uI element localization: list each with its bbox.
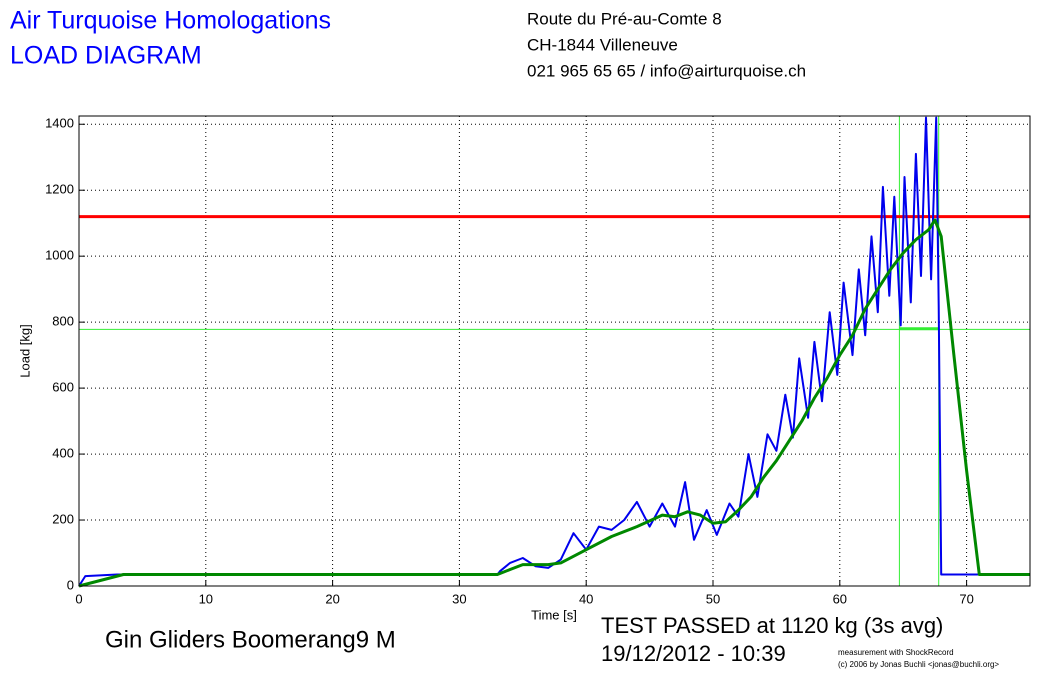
x-tick-label: 60 [833,591,847,606]
x-tick-label: 70 [959,591,973,606]
y-tick-label: 1400 [45,116,74,131]
address-line: 021 965 65 65 / info@airturquoise.ch [527,61,806,80]
address-line: CH-1844 Villeneuve [527,35,678,54]
y-tick-label: 800 [52,314,74,329]
x-tick-label: 10 [199,591,213,606]
y-tick-label: 1000 [45,248,74,263]
diagram-title: LOAD DIAGRAM [10,42,202,70]
company-title: Air Turquoise Homologations [10,7,331,35]
y-tick-label: 600 [52,380,74,395]
x-tick-label: 20 [325,591,339,606]
y-tick-label: 1200 [45,182,74,197]
credit: (c) 2006 by Jonas Buchli <jonas@buchli.o… [838,660,999,669]
y-axis-label: Load [kg] [17,324,32,378]
load-line [78,218,1030,588]
x-tick-label: 50 [706,591,720,606]
load-line [78,116,1030,587]
y-tick-label: 0 [67,577,74,592]
plot-frame [78,115,1031,587]
test-result: TEST PASSED at 1120 kg (3s avg) [601,613,943,638]
y-tick-label: 200 [52,511,74,526]
x-tick-label: 30 [452,591,466,606]
address-line: Route du Pré-au-Comte 8 [527,9,722,28]
glider-name: Gin Gliders Boomerang9 M [105,626,396,653]
x-tick-label: 40 [579,591,593,606]
y-tick-label: 400 [52,446,74,461]
test-date: 19/12/2012 - 10:39 [601,641,786,666]
x-axis-label: Time [s] [531,607,577,622]
credit: measurement with ShockRecord [838,648,954,657]
x-tick-label: 0 [75,591,82,606]
